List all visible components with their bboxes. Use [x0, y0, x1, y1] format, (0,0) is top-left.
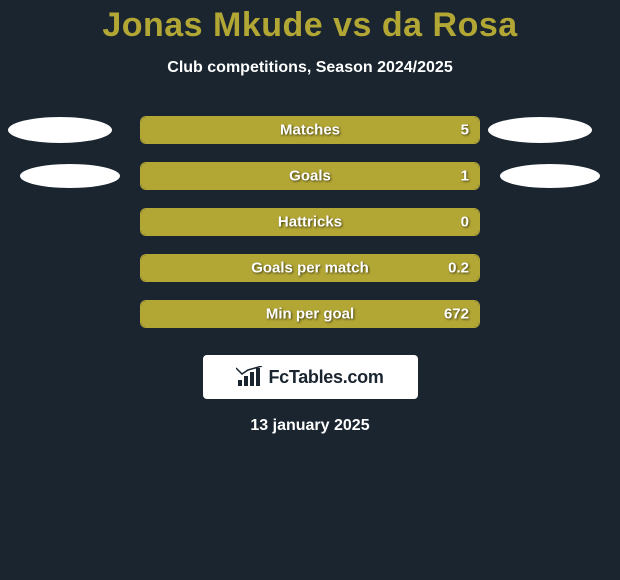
stat-label: Goals [141, 168, 479, 185]
stat-value: 0 [461, 214, 469, 231]
stat-row: Matches5 [0, 107, 620, 153]
stat-label: Goals per match [141, 260, 479, 277]
stat-row: Min per goal672 [0, 291, 620, 337]
stat-value: 0.2 [448, 260, 469, 277]
decoration-ellipse [500, 164, 600, 188]
subtitle: Club competitions, Season 2024/2025 [0, 59, 620, 77]
stat-label: Matches [141, 122, 479, 139]
bar-track: Goals1 [140, 162, 480, 190]
stat-value: 5 [461, 122, 469, 139]
decoration-ellipse [20, 164, 120, 188]
stat-value: 672 [444, 306, 469, 323]
decoration-ellipse [488, 117, 592, 143]
bar-track: Goals per match0.2 [140, 254, 480, 282]
stat-value: 1 [461, 168, 469, 185]
page-title: Jonas Mkude vs da Rosa [0, 0, 620, 45]
brand-text: FcTables.com [268, 367, 383, 388]
stat-label: Hattricks [141, 214, 479, 231]
brand-box: FcTables.com [203, 355, 418, 399]
stats-chart: Matches5Goals1Hattricks0Goals per match0… [0, 107, 620, 337]
stat-row: Goals1 [0, 153, 620, 199]
stat-label: Min per goal [141, 306, 479, 323]
bar-track: Matches5 [140, 116, 480, 144]
bar-track: Min per goal672 [140, 300, 480, 328]
bar-chart-icon [236, 366, 262, 388]
date-text: 13 january 2025 [0, 417, 620, 435]
stat-row: Goals per match0.2 [0, 245, 620, 291]
bar-track: Hattricks0 [140, 208, 480, 236]
decoration-ellipse [8, 117, 112, 143]
stat-row: Hattricks0 [0, 199, 620, 245]
